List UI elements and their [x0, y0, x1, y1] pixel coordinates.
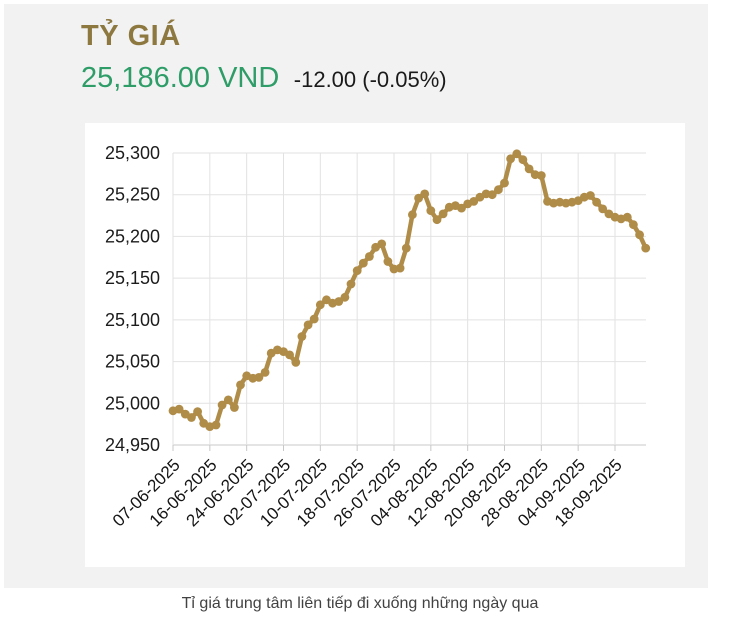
data-point: [622, 212, 632, 222]
data-point: [586, 191, 595, 200]
data-point: [358, 258, 368, 268]
data-point: [592, 197, 601, 207]
data-point: [340, 292, 350, 302]
data-point: [487, 190, 497, 200]
data-point: [291, 358, 301, 367]
data-point: [377, 239, 387, 249]
rate-price: 25,186.00 VND: [81, 62, 280, 94]
data-point: [641, 243, 651, 253]
y-axis-label: 25,100: [105, 310, 160, 330]
data-point: [254, 373, 264, 382]
data-point: [518, 155, 528, 165]
data-point: [187, 413, 196, 422]
data-point: [315, 300, 325, 310]
data-point: [346, 279, 356, 289]
chart-card: 24,950 25,000 25,050 25,100 25,150 25,200 25,2…: [85, 123, 685, 567]
data-point: [352, 266, 362, 275]
data-point: [309, 314, 319, 324]
data-point: [174, 404, 184, 414]
rate-header: TỶ GIÁ 25,186.00 VND -12.00 (-0.05%): [81, 20, 447, 95]
data-point: [383, 257, 393, 266]
data-point: [408, 210, 417, 220]
y-axis-label: 25,200: [105, 226, 160, 246]
data-point: [426, 206, 436, 215]
data-point: [432, 215, 442, 225]
chart-caption: Tỉ giá trung tâm liên tiếp đi xuống nhữn…: [181, 595, 539, 612]
data-point: [236, 380, 245, 390]
data-point: [260, 368, 270, 377]
data-point: [500, 178, 509, 188]
data-point: [303, 320, 313, 330]
rate-change: -12.00 (-0.05%): [293, 67, 447, 92]
y-axis-label: 25,300: [105, 143, 160, 163]
data-point: [536, 171, 546, 180]
data-point: [494, 185, 503, 195]
data-point: [230, 403, 239, 412]
data-point: [512, 149, 522, 159]
y-axis-label: 25,000: [105, 393, 160, 413]
data-point: [297, 332, 307, 341]
data-point: [506, 154, 515, 164]
rate-quote-line: 25,186.00 VND -12.00 (-0.05%): [81, 62, 447, 95]
data-point: [420, 189, 430, 199]
data-point: [524, 164, 534, 174]
data-point: [193, 407, 202, 416]
data-point: [457, 203, 466, 213]
data-point: [285, 350, 294, 360]
data-point: [211, 420, 221, 430]
y-axis-label: 24,950: [105, 435, 160, 455]
data-point: [365, 252, 374, 261]
data-point: [438, 209, 448, 219]
data-point: [401, 243, 411, 253]
y-axis-label: 25,050: [105, 352, 160, 372]
data-point: [223, 395, 233, 405]
data-point: [217, 400, 227, 410]
data-point: [395, 263, 405, 273]
exchange-rate-chart: 24,950 25,000 25,050 25,100 25,150 25,200 25,2…: [105, 143, 651, 530]
y-axis-label: 25,250: [105, 185, 160, 205]
data-point: [598, 204, 608, 214]
data-point: [629, 220, 638, 230]
data-point: [635, 230, 644, 240]
rate-title: TỶ GIÁ: [81, 20, 181, 52]
y-axis-label: 25,150: [105, 268, 160, 288]
